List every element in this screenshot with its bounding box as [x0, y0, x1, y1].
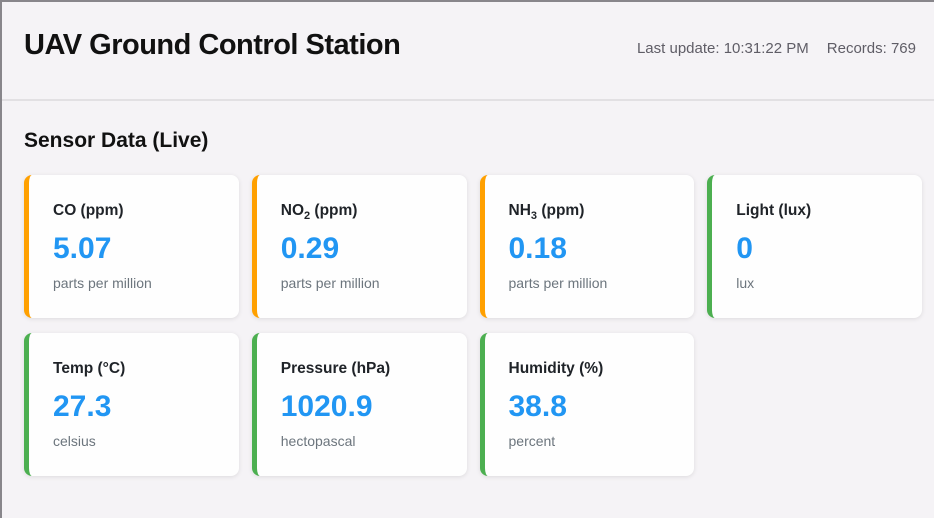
sensor-label-subscript: 2: [304, 210, 311, 223]
page-title: UAV Ground Control Station: [24, 29, 401, 61]
sensor-label-unit-suffix: (hPa): [347, 360, 391, 377]
sensor-unit: parts per million: [53, 274, 152, 291]
sensor-label-text: NO: [280, 202, 304, 219]
sensor-label-unit-suffix: (ppm): [76, 202, 124, 219]
sensor-label: Temp (°C): [53, 360, 221, 378]
sensor-label-text: Light: [736, 202, 775, 219]
records-value: 769: [890, 40, 916, 57]
sensor-card-co: CO (ppm) 5.07 parts per million: [24, 175, 239, 318]
sensor-value: 5.07: [53, 232, 112, 265]
last-update-value: 10:31:22 PM: [723, 40, 809, 57]
sensor-cards-grid: CO (ppm) 5.07 parts per million NO2 (ppm…: [24, 175, 922, 476]
sensor-value: 0.29: [280, 232, 340, 265]
sensor-label-unit-suffix: (°C): [93, 360, 126, 377]
last-update-label: Last update:: [636, 40, 720, 57]
sensor-label-unit-suffix: (ppm): [310, 202, 358, 219]
sensor-label-unit-suffix: (ppm): [537, 202, 585, 219]
last-update: Last update: 10:31:22 PM: [637, 40, 809, 57]
sensor-label-text: NH: [508, 202, 531, 219]
sensor-label-text: Pressure: [280, 360, 348, 377]
sensor-label: Pressure (hPa): [281, 360, 449, 378]
sensor-unit: parts per million: [280, 274, 380, 291]
sensor-card-temp: Temp (°C) 27.3 celsius: [24, 333, 239, 476]
sensor-unit: hectopascal: [280, 432, 356, 449]
sensor-card-nh3: NH3 (ppm) 0.18 parts per million: [479, 175, 695, 318]
sensor-value: 27.3: [53, 390, 112, 423]
sensor-label-unit-suffix: (lux): [774, 202, 812, 219]
sensor-value: 1020.9: [280, 390, 373, 423]
sensor-unit: lux: [736, 274, 755, 291]
sensor-unit: celsius: [53, 432, 96, 449]
sensor-label-text: CO: [53, 202, 77, 219]
sensor-label: NH3 (ppm): [508, 202, 677, 223]
sensor-label: CO (ppm): [53, 202, 221, 220]
header: UAV Ground Control Station Last update: …: [2, 2, 934, 101]
records-label: Records:: [826, 40, 887, 57]
sensor-unit: parts per million: [508, 274, 608, 291]
records-count: Records: 769: [827, 40, 916, 57]
section-title: Sensor Data (Live): [24, 129, 209, 152]
sensor-card-humidity: Humidity (%) 38.8 percent: [479, 333, 695, 476]
sensor-value: 38.8: [508, 390, 567, 423]
sensor-card-pressure: Pressure (hPa) 1020.9 hectopascal: [251, 333, 467, 476]
sensor-card-no2: NO2 (ppm) 0.29 parts per million: [251, 175, 467, 318]
sensor-label: Humidity (%): [509, 360, 677, 378]
sensor-value: 0.18: [508, 232, 567, 265]
sensor-label-unit-suffix: (%): [574, 360, 604, 377]
sensor-value: 0: [736, 232, 753, 265]
header-meta: Last update: 10:31:22 PM Records: 769: [637, 40, 916, 57]
sensor-label-text: Humidity: [508, 360, 575, 377]
sensor-label-subscript: 3: [530, 210, 538, 223]
sensor-label: Light (lux): [736, 202, 904, 220]
sensor-unit: percent: [508, 432, 556, 449]
sensor-card-light: Light (lux) 0 lux: [707, 175, 922, 318]
sensor-label: NO2 (ppm): [280, 202, 449, 223]
sensor-label-text: Temp: [53, 360, 94, 377]
